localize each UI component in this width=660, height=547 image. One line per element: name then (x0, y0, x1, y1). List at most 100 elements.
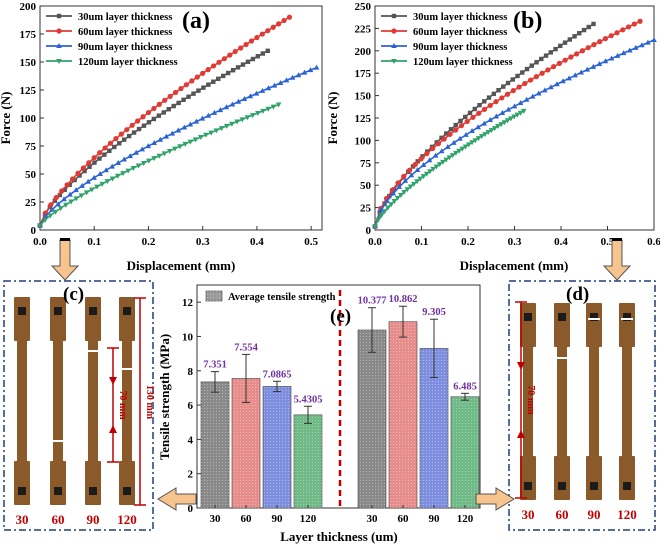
data-point-s60 (545, 67, 551, 73)
data-point-s120 (411, 181, 417, 187)
y-tick-label: 25 (360, 203, 372, 215)
y-tick-label: 225 (355, 23, 372, 35)
legend-text: Average tensile strength (228, 292, 336, 303)
data-point-s120 (161, 151, 168, 157)
data-point-s30 (260, 51, 266, 56)
specimen-grip (520, 456, 536, 500)
data-point-s30 (448, 127, 454, 132)
data-point-s60 (189, 78, 195, 84)
panel-d-number: 120 (617, 507, 637, 522)
specimen-grip (50, 461, 66, 505)
data-point-s60 (265, 28, 271, 34)
data-point-s30 (496, 88, 501, 93)
specimen-mark (623, 313, 631, 321)
x-tick-label: 0.5 (601, 236, 615, 248)
data-point-s90 (259, 87, 266, 93)
series-line-s120 (39, 103, 279, 227)
specimen-grip (554, 303, 570, 347)
data-point-s60 (167, 93, 173, 99)
data-point-s90 (463, 131, 469, 137)
data-point-s120 (239, 117, 246, 123)
data-point-s90 (223, 104, 230, 110)
data-point-s60 (430, 145, 436, 152)
data-point-s90 (645, 39, 651, 45)
data-point-s30 (112, 144, 117, 150)
specimen-fracture (87, 350, 99, 352)
data-point-s60 (487, 102, 493, 109)
data-point-s60 (172, 89, 179, 96)
data-point-s60 (476, 110, 482, 116)
data-point-s90 (67, 191, 73, 197)
data-point-s120 (511, 114, 517, 120)
data-point-s120 (135, 163, 142, 169)
data-point-s120 (478, 134, 485, 140)
y-tick-label: 250 (355, 1, 372, 13)
plot-b-xlabel: Displacement (mm) (460, 258, 569, 273)
y-tick-label: 0 (188, 503, 194, 515)
data-point-s90 (408, 172, 415, 178)
data-point-s30 (581, 27, 587, 33)
data-point-s30 (181, 97, 186, 102)
data-point-s30 (171, 103, 176, 109)
data-point-s30 (520, 70, 525, 75)
specimen-mark (590, 482, 598, 490)
data-point-s60 (270, 24, 276, 30)
data-point-s60 (254, 34, 260, 41)
data-point-s30 (510, 77, 515, 82)
data-point-s90 (554, 81, 560, 87)
data-point-s120 (517, 110, 524, 116)
data-point-s120 (475, 136, 482, 142)
data-point-s60 (522, 80, 528, 87)
y-tick-label: 4 (188, 434, 194, 446)
data-point-s30 (420, 154, 425, 159)
data-point-s30 (486, 95, 492, 100)
plot-b-legend: 30um layer thickness 60um layer thickness… (381, 12, 513, 68)
data-point-s120 (430, 166, 437, 172)
data-point-s30 (131, 130, 137, 135)
data-point-s90 (639, 42, 645, 48)
panel-c-dim-outer: 130 mm (144, 385, 155, 420)
data-point-s90 (55, 201, 61, 207)
data-point-s90 (91, 174, 97, 180)
panel-d-specimens (520, 303, 635, 500)
data-point-s90 (295, 72, 302, 78)
data-point-s30 (591, 21, 596, 27)
data-point-s120 (385, 205, 391, 211)
data-point-s90 (127, 153, 133, 159)
data-point-s90 (420, 162, 427, 168)
data-point-s60 (562, 57, 568, 63)
plot-b-ticks: 0.0 0.1 0.2 0.3 0.4 0.5 0.6 0 25 50 75 100 125 150 175… (355, 1, 660, 248)
data-point-s120 (401, 190, 407, 196)
data-point-s90 (590, 63, 597, 69)
data-point-s30 (191, 91, 196, 96)
data-point-s90 (548, 84, 554, 90)
data-point-s120 (192, 137, 199, 143)
data-point-s60 (210, 63, 217, 69)
specimen-gauge (589, 345, 599, 458)
data-point-s30 (62, 187, 67, 192)
arrow-down-icon (602, 239, 632, 281)
specimen-grip (586, 456, 602, 500)
specimen-grip (85, 297, 101, 341)
data-point-s60 (86, 160, 92, 166)
data-point-s30 (126, 133, 132, 139)
y-tick-label: 175 (355, 68, 372, 80)
y-tick-label: 125 (355, 113, 372, 125)
data-point-s120 (109, 176, 116, 182)
data-point-s90 (43, 213, 49, 219)
x-tick-label: 0.4 (250, 236, 264, 248)
y-tick-label: 150 (355, 91, 372, 103)
panel-e: 0 2 4 6 8 10 12 7.351 30 7.554 60 7.0865 90 5.4305 12… (157, 284, 481, 544)
data-point-s120 (443, 157, 449, 163)
data-point-s60 (608, 33, 614, 39)
legend-text: 60um layer thickness (78, 27, 172, 38)
data-point-s120 (449, 153, 456, 159)
data-point-s90 (211, 109, 218, 115)
data-point-s90 (620, 50, 627, 56)
data-point-s30 (255, 54, 261, 59)
data-point-s90 (378, 207, 384, 213)
data-point-s120 (57, 206, 64, 212)
y-tick-label: 75 (360, 158, 372, 170)
data-point-s60 (281, 17, 287, 24)
data-point-s90 (271, 82, 278, 88)
